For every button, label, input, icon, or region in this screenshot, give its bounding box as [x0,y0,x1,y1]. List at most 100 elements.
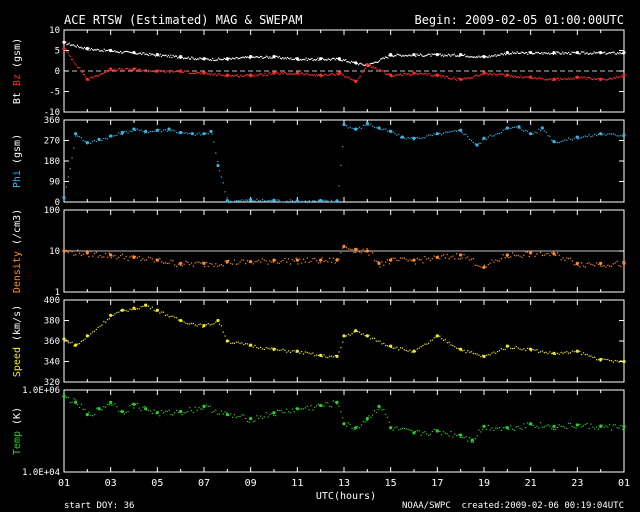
trace-dot-bt [396,53,398,55]
trace-dot-bt [89,49,91,51]
trace-dot-speed [469,351,471,353]
data-point-density [62,249,66,253]
trace-dot-phi [433,133,435,135]
trace-dot-temp [194,406,196,408]
trace-dot-density [286,261,288,263]
trace-dot-phi [472,141,474,144]
trace-dot-bz [376,68,378,71]
trace-dot-speed [504,348,506,350]
trace-dot-bt [334,59,336,61]
data-point-density [552,252,556,256]
trace-dot-phi [140,129,142,131]
trace-dot-temp [409,429,411,431]
trace-dot-phi [282,201,284,203]
trace-dot-density [125,255,127,258]
trace-dot-speed [181,320,183,322]
data-point-density [225,260,229,264]
trace-dot-temp [153,409,155,411]
trace-dot-speed [512,347,514,350]
trace-dot-bz [164,71,166,74]
trace-dot-density [204,265,206,268]
trace-dot-density [416,257,418,260]
trace-dot-speed [385,344,387,347]
trace-dot-bz [334,74,336,76]
trace-dot-phi [525,129,527,131]
trace-dot-speed [366,334,368,337]
trace-dot-temp [596,426,598,428]
trace-dot-phi [610,133,613,135]
trace-dot-density [508,256,510,259]
trace-dot-bz [310,74,312,76]
trace-dot-temp [179,412,181,414]
trace-dot-temp [146,409,148,411]
trace-dot-bt [555,53,557,55]
trace-dot-bt [351,60,353,62]
trace-dot-bt [344,59,346,61]
trace-dot-density [379,266,381,268]
trace-dot-bz [372,67,374,69]
trace-dot-temp [80,403,82,406]
trace-dot-bt [68,42,70,44]
trace-dot-phi [338,185,340,187]
trace-dot-speed [457,348,460,350]
trace-dot-bt [533,53,535,55]
trace-dot-speed [336,356,338,358]
trace-dot-temp [549,425,551,427]
trace-dot-density [536,253,538,255]
trace-dot-bz [223,75,226,77]
trace-dot-density [133,255,135,257]
trace-dot-bz [153,70,156,72]
trace-dot-bt [471,56,473,58]
trace-dot-speed [120,310,122,312]
trace-dot-bz [116,69,118,72]
trace-dot-temp [105,406,107,408]
trace-dot-phi [316,200,318,203]
trace-dot-phi [541,127,544,129]
trace-dot-bt [513,52,515,54]
trace-dot-temp [519,427,521,429]
trace-dot-density [108,252,110,254]
trace-dot-speed [138,308,140,310]
trace-dot-density [461,257,463,259]
trace-dot-density [211,263,213,265]
trace-dot-speed [506,345,508,347]
trace-dot-speed [271,347,273,349]
trace-dot-bz [342,74,345,76]
trace-dot-phi [569,138,572,141]
trace-dot-phi [306,202,308,204]
trace-dot-bz [304,74,306,76]
trace-dot-speed [293,349,295,352]
trace-dot-bt [339,59,341,62]
trace-dot-bt [257,56,259,58]
trace-dot-bz [475,74,478,76]
trace-dot-bz [214,72,216,75]
trace-dot-bz [428,73,430,75]
trace-dot-speed [618,361,620,363]
trace-dot-bz [614,77,616,79]
trace-dot-bt [587,53,590,55]
trace-dot-speed [162,311,165,313]
trace-dot-density [478,265,480,267]
trace-dot-bz [461,79,464,81]
trace-dot-bt [583,51,585,53]
trace-dot-phi [101,139,103,142]
trace-dot-temp [476,435,478,437]
trace-dot-bt [118,51,121,54]
data-point-phi [225,199,229,203]
trace-dot-temp [560,425,562,427]
trace-dot-bt [481,55,483,57]
trace-dot-density [532,250,534,252]
trace-dot-density [327,261,329,263]
trace-dot-speed [142,305,144,308]
trace-dot-bt [610,52,612,54]
trace-dot-speed [373,337,376,340]
trace-dot-density [429,259,432,262]
trace-dot-temp [364,421,366,423]
y-tick-label-mag: -5 [49,88,60,98]
trace-dot-bz [615,75,618,78]
trace-dot-bz [493,72,495,74]
trace-dot-bz [279,73,282,75]
trace-dot-bz [177,70,179,73]
trace-dot-bt [76,44,79,46]
trace-dot-speed [301,351,303,353]
